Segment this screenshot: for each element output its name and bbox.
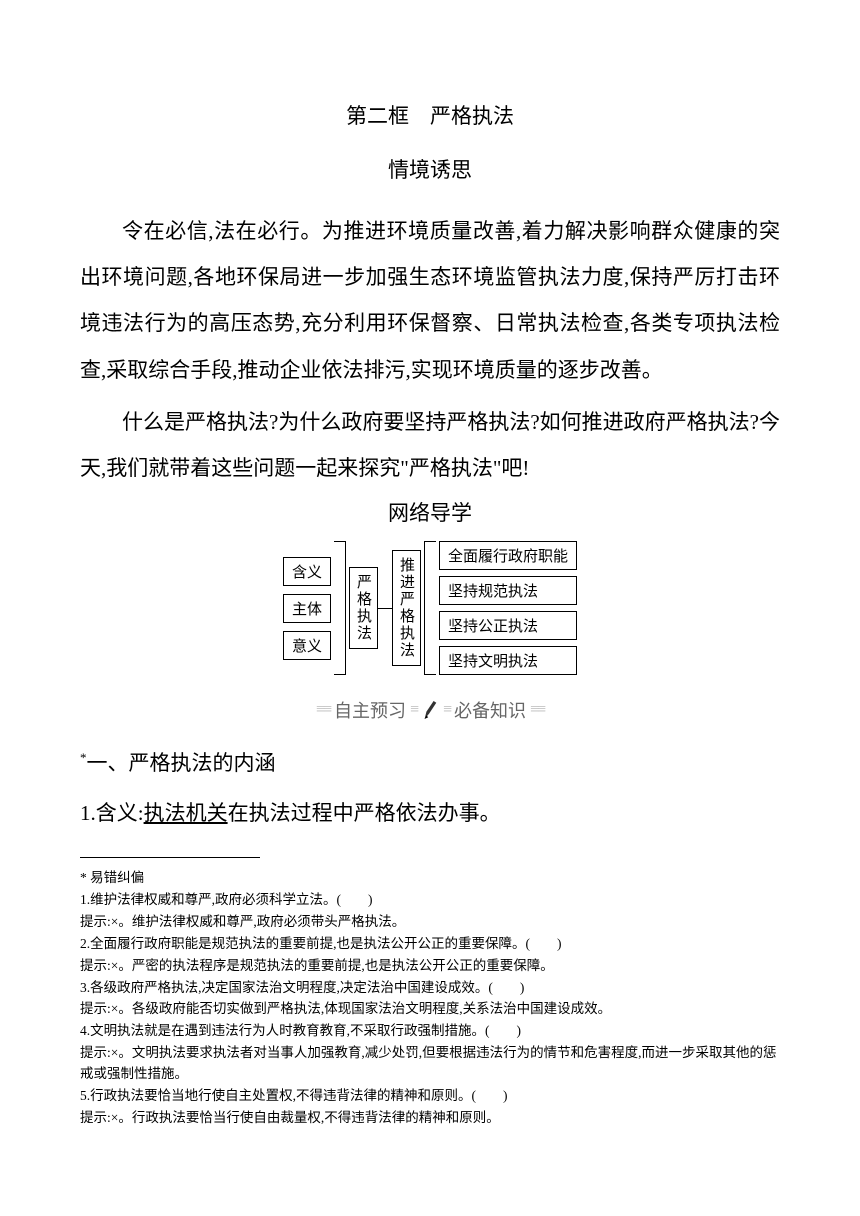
footnote-q: 1.维护法律权威和尊严,政府必须科学立法。( ) <box>80 890 780 911</box>
section-subtitle-1: 情境诱思 <box>80 154 780 184</box>
divider-left: 自主预习 <box>334 697 406 723</box>
deco-lines-icon: ≡≡ <box>316 701 330 719</box>
def-num: 1.含义: <box>80 801 144 825</box>
diagram-right-1: 坚持规范执法 <box>439 576 577 605</box>
bracket-icon <box>424 541 436 675</box>
def-underlined: 执法机关 <box>144 801 228 825</box>
diagram-right-3: 坚持文明执法 <box>439 646 577 675</box>
deco-lines-icon: ≡ <box>443 701 450 719</box>
chapter-title: 第二框 严格执法 <box>80 100 780 130</box>
footnote-q: 5.行政执法要恰当地行使自主处置权,不得违背法律的精神和原则。( ) <box>80 1086 780 1107</box>
deco-lines-icon: ≡≡ <box>530 701 544 719</box>
footnote-q: 3.各级政府严格执法,决定国家法治文明程度,决定法治中国建设成效。( ) <box>80 978 780 999</box>
diagram-title: 网络导学 <box>80 497 780 527</box>
divider-right: 必备知识 <box>454 697 526 723</box>
footnote-a: 提示:×。严密的执法程序是规范执法的重要前提,也是执法公开公正的重要保障。 <box>80 956 780 977</box>
diagram-left-2: 意义 <box>283 631 331 660</box>
section-a-text: 一、严格执法的内涵 <box>87 751 276 775</box>
footnotes: * 易错纠偏 1.维护法律权威和尊严,政府必须科学立法。( ) 提示:×。维护法… <box>80 868 780 1129</box>
diagram-center-1: 严格执法 <box>349 567 378 649</box>
footnote-q: 4.文明执法就是在遇到违法行为人时教育教育,不采取行政强制措施。( ) <box>80 1021 780 1042</box>
definition-line: 1.含义:执法机关在执法过程中严格依法办事。 <box>80 795 780 833</box>
diagram-right-2: 坚持公正执法 <box>439 611 577 640</box>
deco-lines-icon: ≡ <box>410 701 417 719</box>
def-rest: 在执法过程中严格依法办事。 <box>228 801 501 825</box>
footnote-a: 提示:×。行政执法要恰当行使自由裁量权,不得违背法律的精神和原则。 <box>80 1108 780 1129</box>
diagram-left-1: 主体 <box>283 594 331 623</box>
footnote-a: 提示:×。文明执法要求执法者对当事人加强教育,减少处罚,但要根据违法行为的情节和… <box>80 1043 780 1085</box>
paragraph-2: 什么是严格执法?为什么政府要坚持严格执法?如何推进政府严格执法?今天,我们就带着… <box>80 399 780 491</box>
diagram-left-0: 含义 <box>283 557 331 586</box>
footnote-header: * 易错纠偏 <box>80 868 780 889</box>
section-a-heading: *一、严格执法的内涵 <box>80 747 780 777</box>
footnote-separator <box>80 857 260 858</box>
pen-icon <box>421 699 439 721</box>
diagram-center-2: 推进严格执法 <box>392 550 421 666</box>
paragraph-1: 令在必信,法在必行。为推进环境质量改善,着力解决影响群众健康的突出环境问题,各地… <box>80 208 780 393</box>
concept-diagram: 含义 主体 意义 严格执法 推进严格执法 全面履行政府职能 坚持规范执法 坚持公… <box>80 541 780 675</box>
footnote-q: 2.全面履行政府职能是规范执法的重要前提,也是执法公开公正的重要保障。( ) <box>80 934 780 955</box>
bracket-icon <box>334 541 346 675</box>
section-divider: ≡≡ 自主预习 ≡ ≡ 必备知识 ≡≡ <box>80 697 780 723</box>
connector-line <box>378 608 392 609</box>
diagram-right-0: 全面履行政府职能 <box>439 541 577 570</box>
footnote-a: 提示:×。维护法律权威和尊严,政府必须带头严格执法。 <box>80 912 780 933</box>
footnote-a: 提示:×。各级政府能否切实做到严格执法,体现国家法治文明程度,关系法治中国建设成… <box>80 999 780 1020</box>
